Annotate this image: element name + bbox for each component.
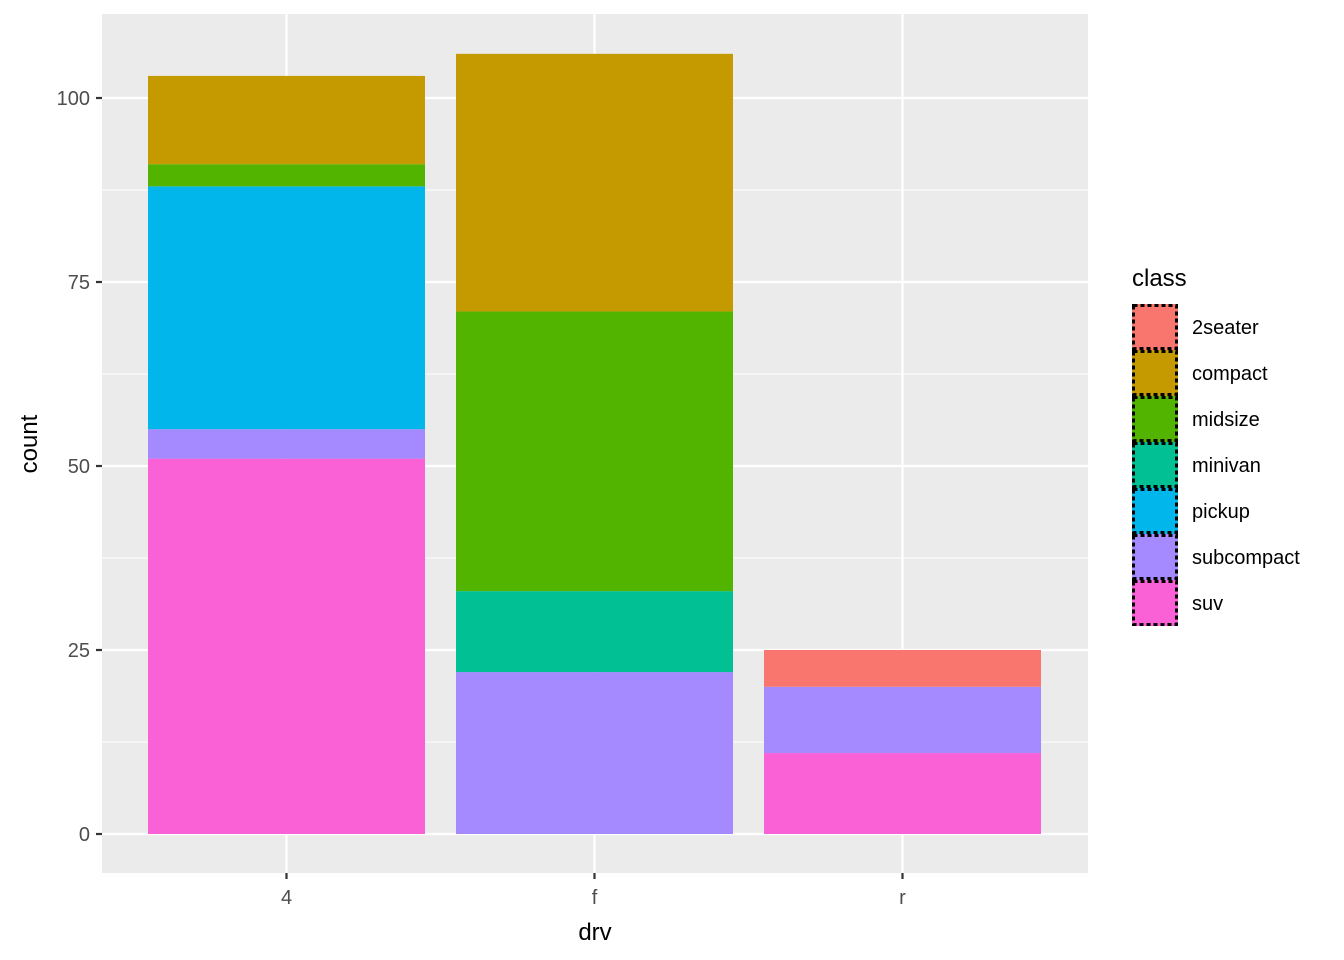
x-axis-title: drv [578,919,611,946]
legend-key-border [1132,534,1178,580]
bar-segment [764,650,1041,687]
legend: class 2seater compact midsize minivan pickup… [1132,265,1300,626]
legend-key-border [1132,304,1178,350]
legend-label: midsize [1192,409,1260,431]
bar-segment [148,186,425,430]
legend-key-border [1132,580,1178,626]
legend-key [1132,350,1178,396]
y-axis-title: count [16,414,43,473]
y-tick-label: 75 [68,272,90,294]
bar-segment [148,458,425,834]
legend-key-border [1132,488,1178,534]
legend-label: pickup [1192,501,1250,523]
legend-key [1132,534,1178,580]
y-tick-label: 100 [57,88,90,110]
legend-label: compact [1192,363,1268,385]
legend-key-border [1132,396,1178,442]
bar-segment [148,75,425,165]
bars [148,53,1041,834]
legend-key [1132,442,1178,488]
legend-key [1132,580,1178,626]
y-axis: 0 25 50 75 100 [57,88,102,846]
bar-segment [148,429,425,459]
bar-segment [764,753,1041,834]
bar-segment [148,164,425,187]
x-tick-label: 4 [281,887,292,909]
x-tick-label: f [592,887,598,909]
legend-label: subcompact [1192,547,1300,569]
legend-label: minivan [1192,455,1261,477]
x-axis: 4 f r [281,873,906,909]
x-tick-label: r [899,887,906,909]
legend-label: suv [1192,593,1223,615]
bar-segment [456,53,733,312]
bar-segment [456,311,733,592]
y-tick-label: 50 [68,456,90,478]
legend-key-border [1132,350,1178,396]
bar-segment [456,591,733,673]
legend-key-border [1132,442,1178,488]
legend-key [1132,488,1178,534]
y-tick-label: 25 [68,640,90,662]
y-tick-label: 0 [79,824,90,846]
legend-label: 2seater [1192,317,1259,339]
bar-segment [764,686,1041,754]
legend-key [1132,396,1178,442]
bar-segment [456,672,733,834]
legend-key [1132,304,1178,350]
legend-title: class [1132,265,1187,292]
